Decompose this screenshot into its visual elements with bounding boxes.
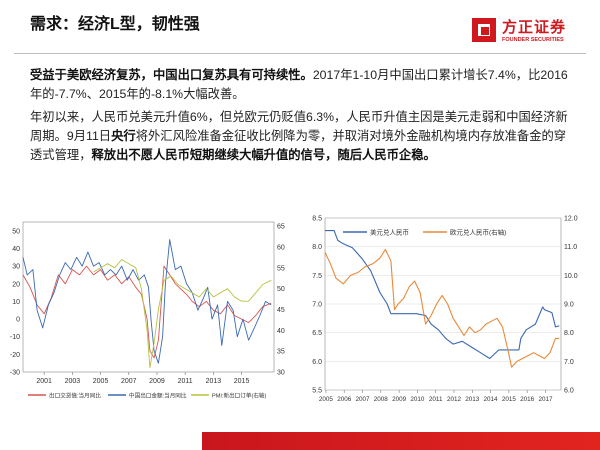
y-left-tick-label: 8.5 bbox=[312, 216, 322, 223]
x-tick-label: 2017 bbox=[538, 396, 553, 403]
x-tick-label: 2015 bbox=[234, 378, 250, 385]
x-tick-label: 2007 bbox=[121, 378, 137, 385]
series-line-2 bbox=[324, 248, 560, 368]
y-left-tick-label: 8.0 bbox=[312, 244, 322, 251]
legend-label-1: 美元兑人民币 bbox=[370, 228, 409, 237]
x-tick-label: 2013 bbox=[465, 396, 480, 403]
y-right-tick-label: 8.0 bbox=[564, 330, 574, 337]
x-tick-label: 2014 bbox=[484, 396, 499, 403]
y-right-tick-label: 7.0 bbox=[564, 359, 574, 366]
y-left-tick-label: 50 bbox=[12, 228, 20, 235]
fx-chart: 5.5 6.0 6.5 7.0 7.5 8.0 8.5 6.0 7.0 8.0 9.0 10.0 11.… bbox=[303, 208, 590, 413]
y-right-tick-label: 65 bbox=[277, 224, 285, 231]
x-tick-label: 2009 bbox=[149, 378, 165, 385]
y-right-tick-label: 45 bbox=[277, 307, 285, 314]
y-right-tick-label: 11.0 bbox=[564, 244, 577, 251]
y-left-tick-label: 0 bbox=[16, 317, 20, 324]
x-tick-label: 2010 bbox=[410, 396, 425, 403]
export-chart-svg: -30 -20 -10 0 10 20 30 40 50 30 35 40 45 50 55 60 65 2001… bbox=[10, 221, 285, 400]
logo-cn-text: 方正证券 bbox=[502, 19, 567, 36]
y-right-tick-label: 50 bbox=[277, 286, 285, 293]
logo-en-text: FOUNDER SECURITIES bbox=[502, 37, 564, 43]
x-tick-label: 2001 bbox=[36, 378, 52, 385]
x-tick-label: 2011 bbox=[178, 378, 193, 385]
fx-chart-svg: 5.5 6.0 6.5 7.0 7.5 8.0 8.5 6.0 7.0 8.0 9.0 10.0 11.… bbox=[312, 216, 578, 404]
y-left-tick-label: 30 bbox=[12, 264, 20, 271]
y-left-tick-label: 6.0 bbox=[312, 359, 322, 366]
y-right-tick-label: 35 bbox=[277, 349, 285, 356]
paragraph-rmb: 年初以来，人民币兑美元升值6%，但兑欧元仍贬值6.3%，人民币升值主因是美元走弱… bbox=[30, 108, 578, 165]
y-left-tick-label: -10 bbox=[10, 334, 20, 341]
plot-frame bbox=[22, 221, 275, 373]
x-tick-label: 2003 bbox=[65, 378, 81, 385]
y-left-tick-label: 7.0 bbox=[312, 302, 322, 309]
x-tick-label: 2008 bbox=[374, 396, 389, 403]
series-line-3 bbox=[93, 259, 272, 369]
series-line-2 bbox=[22, 239, 272, 364]
legend-label-2: 中国出口金额:当月同比 bbox=[129, 392, 187, 400]
y-right-tick-label: 30 bbox=[277, 370, 285, 377]
y-left-tick-label: 6.5 bbox=[312, 330, 322, 337]
slide-title: 需求：经济L型，韧性强 bbox=[30, 16, 200, 33]
legend-label-1: 出口交货值:当月同比 bbox=[49, 392, 101, 400]
y-left-tick-label: 20 bbox=[12, 281, 20, 288]
x-tick-label: 2006 bbox=[337, 396, 352, 403]
paragraph-rmb-bold-1: 央行 bbox=[111, 129, 136, 143]
export-chart: -30 -20 -10 0 10 20 30 40 50 30 35 40 45 50 55 60 65 2001… bbox=[8, 208, 295, 413]
paragraph-export-bold: 受益于美欧经济复苏，中国出口复苏具有可持续性。 bbox=[30, 68, 313, 82]
y-left-tick-label: 10 bbox=[12, 299, 20, 306]
x-tick-label: 2005 bbox=[93, 378, 109, 385]
x-tick-label: 2012 bbox=[447, 396, 462, 403]
logo-mark-icon bbox=[472, 18, 496, 42]
x-tick-label: 2013 bbox=[206, 378, 222, 385]
y-left-tick-label: 40 bbox=[12, 246, 20, 253]
x-tick-label: 2016 bbox=[520, 396, 535, 403]
series-line-1 bbox=[22, 265, 272, 359]
series-line-1 bbox=[325, 230, 560, 360]
x-tick-label: 2009 bbox=[392, 396, 407, 403]
y-left-tick-label: -30 bbox=[10, 370, 20, 377]
y-left-tick-label: 5.5 bbox=[312, 388, 322, 395]
y-right-tick-label: 60 bbox=[277, 245, 285, 252]
paragraph-export-rest: 2017年1-10月中国出口累计增长7.4%，比2016年的-7.7%、2015… bbox=[30, 68, 568, 101]
y-left-tick-label: 7.5 bbox=[312, 273, 322, 280]
y-left-tick-label: -20 bbox=[10, 352, 20, 359]
y-right-tick-label: 6.0 bbox=[564, 388, 574, 395]
founder-securities-logo: 方正证券 FOUNDER SECURITIES bbox=[472, 16, 582, 52]
legend-label-2: 欧元兑人民币(右轴) bbox=[450, 228, 506, 237]
x-tick-label: 2007 bbox=[355, 396, 370, 403]
paragraph-rmb-c: 将外汇风险准备金征收比例降为零，并取消对境外金融机构境内存放准备金的穿透式管理， bbox=[30, 129, 567, 162]
footer-red-bar bbox=[202, 432, 600, 450]
y-right-tick-label: 55 bbox=[277, 265, 285, 272]
x-tick-label: 2005 bbox=[319, 396, 334, 403]
legend-label-3: PMI:新出口订单(右轴) bbox=[212, 392, 267, 400]
y-right-tick-label: 9.0 bbox=[564, 302, 574, 309]
x-tick-label: 2015 bbox=[502, 396, 517, 403]
y-right-tick-label: 12.0 bbox=[564, 216, 578, 223]
paragraph-export: 受益于美欧经济复苏，中国出口复苏具有可持续性。2017年1-10月中国出口累计增… bbox=[30, 66, 578, 104]
y-right-tick-label: 10.0 bbox=[564, 273, 578, 280]
y-right-tick-label: 40 bbox=[277, 328, 285, 335]
header-divider bbox=[14, 53, 586, 54]
x-tick-label: 2011 bbox=[429, 396, 443, 403]
paragraph-rmb-a: 年初以来，人民币兑美元升值6%，但兑欧元仍贬值6.3%，人民币升值主因是美元走弱… bbox=[30, 110, 568, 143]
paragraph-rmb-bold-2: 释放出不愿人民币短期继续大幅升值的信号，随后人民币企稳。 bbox=[91, 148, 436, 162]
